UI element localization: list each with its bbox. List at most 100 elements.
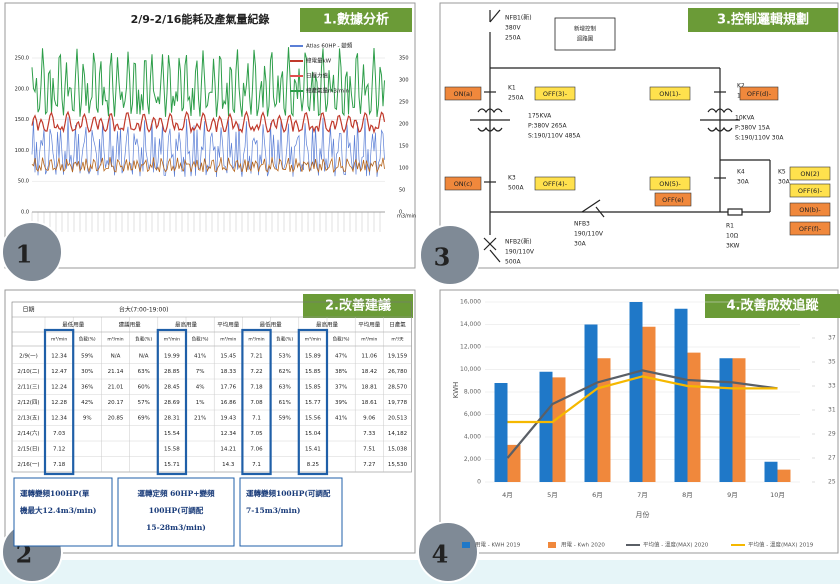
x-tick-label: 5月 [547, 491, 558, 499]
control-button-label: ON(b)- [799, 206, 821, 214]
control-button [649, 176, 691, 191]
bar [777, 469, 791, 482]
number-badge-text: 4 [432, 540, 449, 569]
y2-tick-label: 150 [399, 144, 409, 150]
table-cell: 9% [83, 416, 92, 422]
table-cell: 69% [138, 416, 150, 422]
control-button [789, 183, 831, 198]
bar [539, 371, 553, 482]
highlight-box [241, 328, 272, 476]
legend-swatch [462, 542, 470, 548]
table-header: 最高用量 [175, 321, 198, 329]
x-tick-label: 8月 [682, 491, 693, 499]
number-badge [1, 221, 63, 283]
note-box [117, 477, 235, 547]
y-tick-label: 6,000 [464, 411, 481, 418]
table-cell: 53% [279, 354, 291, 360]
table-cell: 7.27 [363, 462, 376, 468]
trace [31, 47, 385, 118]
table-cell: 20,513 [388, 416, 408, 422]
y2-tick-label: 200 [399, 122, 409, 128]
table-cell: 16.86 [220, 400, 236, 406]
table-unit: 負載(%) [192, 336, 209, 343]
y-tick-label: 0.0 [21, 210, 29, 216]
control-button [739, 86, 779, 101]
table-header: 最高用量 [316, 321, 339, 329]
circuit-label: K4 [737, 169, 745, 176]
control-button-label: ON(c) [454, 180, 473, 188]
circuit-label: K5 [778, 169, 786, 176]
line [506, 369, 778, 459]
control-button-label: ON(1)- [659, 90, 681, 98]
table-unit: m³/min [220, 337, 236, 343]
table-cell: N/A [139, 354, 149, 360]
legend-label: 總產氣量m3/min [306, 87, 350, 95]
circuit-label: 30A [574, 241, 587, 248]
panel-frame [439, 2, 839, 269]
y-tick-label: 4,000 [464, 434, 481, 441]
highlight-box [43, 328, 75, 476]
table-cell: 14.3 [222, 462, 235, 468]
table-cell: 37% [335, 385, 347, 391]
highlight-box [156, 328, 188, 476]
table-cell: 12.34 [51, 416, 67, 422]
table-cell: 21.01 [108, 385, 124, 391]
table-cell: 57% [138, 400, 150, 406]
table-cell: 7.12 [53, 447, 65, 453]
table-cell: 28.31 [164, 416, 180, 422]
control-button-label: OFF(3)- [543, 90, 568, 98]
circuit-label: 10KVA [735, 115, 755, 122]
section-tag [300, 8, 412, 32]
bar [629, 302, 643, 482]
y2-tick-label: 100 [399, 166, 409, 172]
table-cell: 7.1 [252, 462, 261, 468]
table-cell: 28,570 [388, 385, 408, 391]
table-cell: 15.41 [305, 447, 321, 453]
table-cell: 7% [196, 369, 205, 375]
section-tag-text: 2.改善建議 [325, 298, 391, 314]
table-unit: 負載(%) [135, 336, 152, 343]
table-cell: 2/11(三) [17, 384, 39, 391]
number-badge [419, 224, 481, 286]
control-button-label: ON(2) [800, 170, 819, 178]
table-cell: 4% [196, 385, 205, 391]
table-cell: 47% [335, 354, 347, 360]
bar [584, 324, 598, 482]
table-cell: 41% [335, 416, 347, 422]
table-cell: 7.51 [363, 447, 375, 453]
x-tick-label: 4月 [502, 491, 513, 499]
legend-label: 總電量kW [306, 57, 332, 65]
table-cell: 15.56 [305, 416, 321, 422]
table-unit: m³/min [361, 337, 377, 343]
bar [732, 358, 746, 482]
table-header: 台大(7:00-19:00) [119, 306, 169, 314]
table-cell: 12.47 [51, 369, 67, 375]
table-cell: 7.33 [363, 431, 376, 437]
table-unit: m³/min [164, 337, 180, 343]
table-cell: 15.71 [164, 462, 180, 468]
table-cell: 15.45 [220, 354, 236, 360]
table-cell: 1% [196, 400, 205, 406]
control-button-label: ON(a) [453, 90, 472, 98]
table-unit: m³/min [107, 337, 123, 343]
table-cell: 19,778 [388, 400, 408, 406]
table-cell: 7.18 [250, 385, 263, 391]
note-text: 運轉變頻100HP(可調配 [246, 488, 331, 498]
table-unit: m³/天 [391, 337, 404, 343]
y2-tick-label: 27 [828, 455, 836, 462]
bar [552, 377, 566, 482]
table-cell: 15.77 [305, 400, 321, 406]
box-label: 新增控制 [574, 25, 597, 33]
table-cell: 7.05 [250, 431, 263, 437]
y-tick-label: 250.0 [15, 56, 29, 62]
table-header: 日產氣 [389, 321, 406, 329]
legend-label: 用電 - KWH 2019 [475, 542, 521, 549]
table-cell: 39% [335, 400, 347, 406]
x-tick-label: 6月 [592, 491, 603, 499]
table-cell: 18.61 [361, 400, 377, 406]
table-cell: 61% [279, 400, 291, 406]
bar [687, 352, 701, 482]
table-cell: 15.89 [305, 354, 321, 360]
table-cell: 21% [194, 416, 206, 422]
bar [719, 358, 733, 482]
